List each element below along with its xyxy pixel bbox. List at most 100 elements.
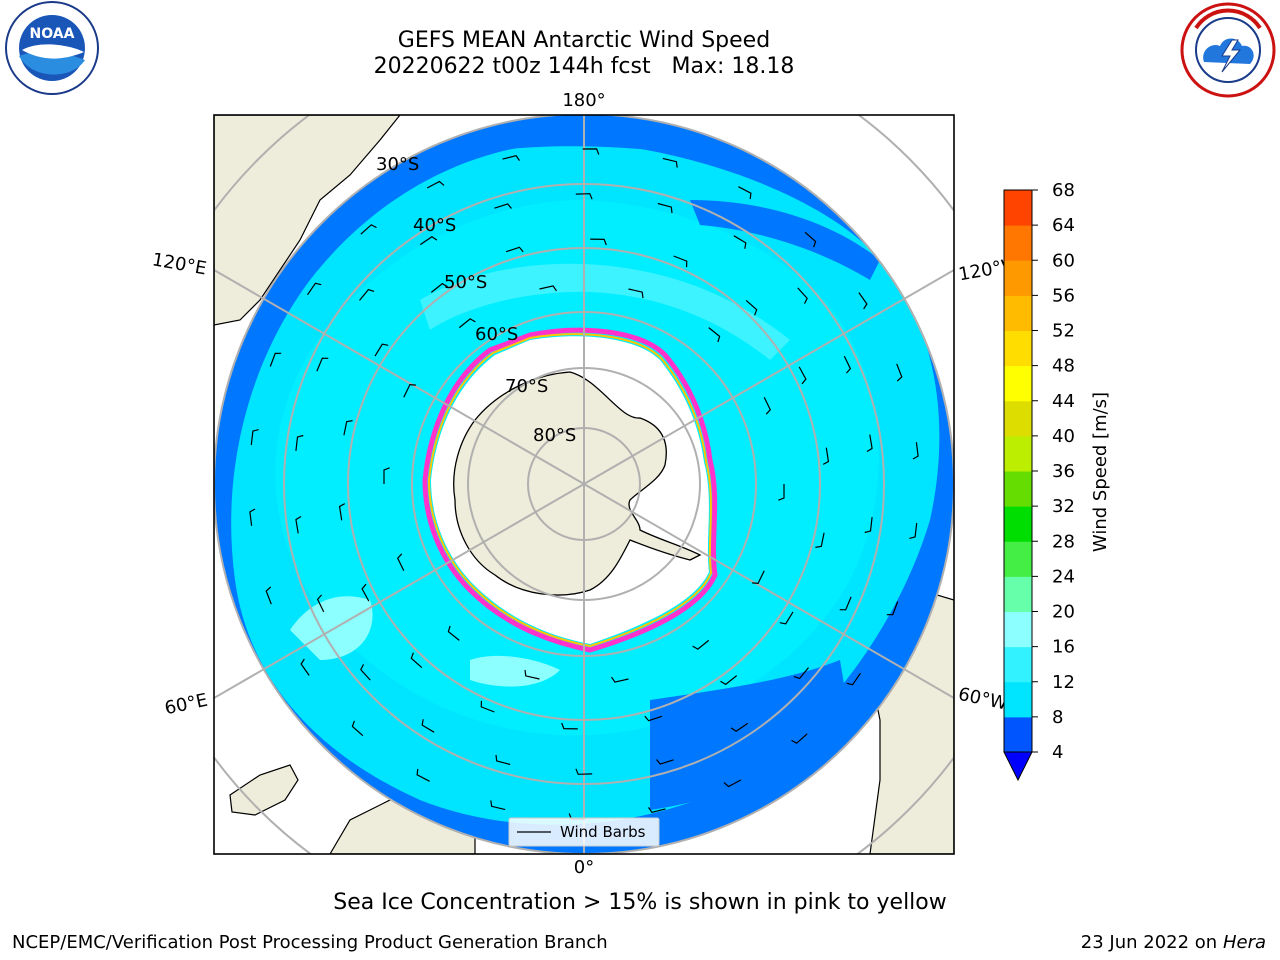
wind-barb bbox=[896, 363, 903, 382]
wind-barb bbox=[403, 383, 416, 398]
colorbar-segment bbox=[1004, 295, 1032, 331]
colorbar-segment bbox=[1004, 716, 1032, 753]
colorbar-tick-label: 52 bbox=[1052, 321, 1075, 342]
wind-barb bbox=[360, 224, 377, 235]
wind-barb bbox=[886, 601, 899, 616]
wind-barb bbox=[657, 202, 673, 214]
sea-ice-edge-outer bbox=[422, 327, 718, 653]
lat-label-30s: 30°S bbox=[376, 154, 419, 175]
wind-barb bbox=[628, 288, 644, 299]
wind-barb bbox=[798, 366, 807, 385]
wind-barb bbox=[361, 583, 370, 602]
map-frame bbox=[213, 114, 955, 855]
wind-barb bbox=[733, 235, 747, 249]
graticule bbox=[214, 115, 954, 854]
wind-barb bbox=[575, 193, 593, 200]
colorbar-segment bbox=[1004, 435, 1032, 472]
colorbar-tick-label: 16 bbox=[1052, 637, 1075, 658]
colorbar-tick-label: 28 bbox=[1052, 531, 1075, 552]
colorbar-tick-label: 60 bbox=[1052, 250, 1075, 271]
colorbar-tick-label: 56 bbox=[1052, 285, 1075, 306]
svg-text:NOAA: NOAA bbox=[30, 26, 75, 42]
chart-title: GEFS MEAN Antarctic Wind Speed bbox=[397, 28, 771, 53]
land-australia bbox=[214, 115, 401, 326]
wind-barb bbox=[839, 596, 852, 611]
wind-barb bbox=[779, 611, 794, 625]
colorbar-segment bbox=[1004, 190, 1032, 226]
wind-barb bbox=[673, 255, 688, 268]
wind-barb bbox=[815, 532, 825, 548]
wind-barb bbox=[396, 553, 405, 572]
colorbar-segment bbox=[1004, 365, 1032, 402]
wind-barb bbox=[590, 238, 607, 246]
colorbar-segment bbox=[1004, 611, 1032, 648]
colorbar-tick-label: 8 bbox=[1052, 707, 1063, 728]
wind-barb bbox=[421, 719, 435, 733]
wind-barb bbox=[846, 672, 861, 686]
wind-barb bbox=[763, 396, 772, 415]
lat-label-80s: 80°S bbox=[533, 425, 576, 446]
colorbar-tick-label: 20 bbox=[1052, 602, 1075, 623]
wind-barb bbox=[656, 759, 674, 765]
colorbar-segment bbox=[1004, 576, 1032, 612]
wind-barb bbox=[269, 352, 282, 367]
wind-barb bbox=[582, 148, 600, 155]
wind-barb bbox=[502, 155, 520, 161]
wind-barb bbox=[249, 508, 256, 526]
chart-subtitle: 20220622 t00z 144h fcst Max: 18.18 bbox=[373, 54, 795, 79]
wind-barb bbox=[316, 594, 325, 613]
wind-barb bbox=[738, 186, 752, 200]
credit-date: 23 Jun 2022 on Hera bbox=[1081, 932, 1266, 953]
colorbar-tick-label: 40 bbox=[1052, 426, 1075, 447]
wind-barb bbox=[912, 442, 919, 460]
wind-barb bbox=[430, 282, 448, 293]
lon-label-60e: 60°E bbox=[163, 690, 210, 720]
wind-barb bbox=[458, 318, 476, 329]
wind-barb bbox=[495, 754, 511, 766]
legend-label: Wind Barbs bbox=[560, 823, 646, 841]
wind-barb bbox=[730, 722, 749, 733]
wind-barb bbox=[793, 667, 809, 680]
wind-barb bbox=[494, 203, 512, 209]
wind-barb bbox=[351, 720, 364, 737]
map-legend: Wind Barbs bbox=[508, 817, 660, 847]
wind-barb bbox=[791, 733, 808, 744]
wind-barb bbox=[745, 299, 758, 316]
wind-barb bbox=[539, 285, 557, 292]
wind-barb bbox=[692, 639, 710, 650]
land-madagascar bbox=[229, 764, 299, 816]
lon-label-180: 180° bbox=[562, 90, 605, 111]
noaa-logo: NOAA bbox=[5, 1, 99, 95]
wind-barb bbox=[343, 420, 353, 436]
wind-barb bbox=[265, 586, 272, 605]
colorbar-segment bbox=[1004, 225, 1032, 261]
colorbar-segment bbox=[1004, 541, 1032, 577]
wind-barb bbox=[723, 779, 742, 788]
wind-barb bbox=[858, 292, 868, 310]
wind-barb bbox=[505, 246, 524, 253]
credit-date-text: 23 Jun 2022 on bbox=[1080, 932, 1218, 953]
wind-barb bbox=[752, 570, 765, 585]
wind-barb bbox=[561, 722, 578, 730]
wind-barbs bbox=[249, 148, 919, 820]
colorbar-segment bbox=[1004, 646, 1032, 683]
wind-barb bbox=[480, 700, 495, 713]
colorbar-segment bbox=[1004, 400, 1032, 437]
wind-barb bbox=[866, 434, 873, 453]
lon-label-0: 0° bbox=[574, 857, 594, 878]
wind-barb bbox=[611, 676, 629, 683]
colorbar-segment bbox=[1004, 681, 1032, 718]
wind-barb bbox=[250, 429, 259, 446]
wind-band-12-16 bbox=[420, 263, 790, 360]
colorbar-tick-label: 48 bbox=[1052, 356, 1075, 377]
colorbar-tick-label: 32 bbox=[1052, 496, 1075, 517]
colorbar-segment bbox=[1004, 260, 1032, 296]
sea-ice-edge-yellow bbox=[427, 333, 713, 648]
wind-band-4-8-north bbox=[480, 121, 680, 150]
nws-logo bbox=[1180, 2, 1276, 98]
lat-label-60s: 60°S bbox=[475, 324, 518, 345]
wind-barb bbox=[447, 625, 460, 641]
wind-barb bbox=[419, 235, 438, 246]
